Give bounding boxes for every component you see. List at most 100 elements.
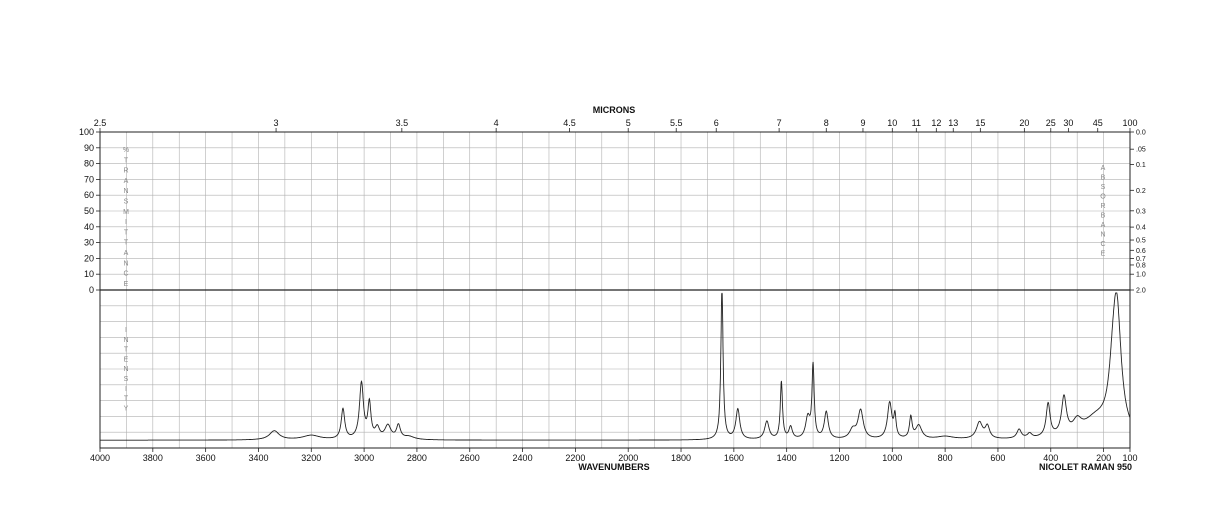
absorbance-letter: B: [1101, 175, 1106, 182]
bottom-tick-label: 200: [1096, 453, 1111, 463]
top-tick-label: 25: [1046, 118, 1056, 128]
right-tick-label: 0.4: [1136, 225, 1146, 232]
left-tick-label: 0: [89, 285, 94, 295]
bottom-tick-label: 100: [1122, 453, 1137, 463]
right-tick-label: 0.3: [1136, 208, 1146, 215]
right-tick-label: 0.1: [1136, 162, 1146, 169]
transmittance-letter: T: [124, 229, 129, 236]
intensity-letter: I: [125, 386, 127, 393]
bottom-axis-title: WAVENUMBERS: [578, 462, 649, 472]
bottom-tick-label: 1000: [882, 453, 902, 463]
bottom-tick-label: 400: [1043, 453, 1058, 463]
right-tick-label: 0.2: [1136, 188, 1146, 195]
bottom-tick-label: 4000: [90, 453, 110, 463]
right-tick-label: 1.0: [1136, 272, 1146, 279]
top-tick-label: 30: [1063, 118, 1073, 128]
top-tick-label: 10: [887, 118, 897, 128]
instrument-label: NICOLET RAMAN 950: [1039, 462, 1132, 472]
bottom-tick-label: 800: [938, 453, 953, 463]
absorbance-letter: A: [1101, 165, 1106, 172]
right-tick-label: .05: [1136, 147, 1146, 154]
top-tick-label: 100: [1122, 118, 1137, 128]
absorbance-letter: N: [1100, 232, 1105, 239]
bottom-tick-label: 3600: [196, 453, 216, 463]
intensity-letter: S: [124, 376, 129, 383]
top-tick-label: 15: [975, 118, 985, 128]
top-tick-label: 3.5: [396, 118, 409, 128]
absorbance-letter: O: [1100, 194, 1106, 201]
top-tick-label: 7: [777, 118, 782, 128]
left-tick-label: 40: [84, 222, 94, 232]
top-axis-title: MICRONS: [593, 105, 636, 115]
top-tick-label: 4: [494, 118, 499, 128]
right-tick-label: 2.0: [1136, 288, 1146, 295]
transmittance-letter: A: [124, 250, 129, 257]
left-tick-label: 20: [84, 253, 94, 263]
transmittance-letter: A: [124, 178, 129, 185]
top-tick-label: 6: [714, 118, 719, 128]
top-tick-label: 20: [1019, 118, 1029, 128]
bottom-tick-label: 2600: [460, 453, 480, 463]
bottom-tick-label: 3200: [301, 453, 321, 463]
transmittance-letter: R: [123, 168, 128, 175]
top-tick-label: 45: [1093, 118, 1103, 128]
transmittance-letter: T: [124, 157, 129, 164]
bottom-tick-label: 3000: [354, 453, 374, 463]
bottom-tick-label: 1200: [829, 453, 849, 463]
transmittance-letter: I: [125, 219, 127, 226]
bottom-tick-label: 1600: [724, 453, 744, 463]
top-tick-label: 4.5: [563, 118, 576, 128]
left-tick-label: 100: [79, 127, 94, 137]
bottom-tick-label: 2800: [407, 453, 427, 463]
right-tick-label: 0.6: [1136, 248, 1146, 255]
left-tick-label: 60: [84, 190, 94, 200]
absorbance-letter: B: [1101, 213, 1106, 220]
intensity-letter: T: [124, 347, 129, 354]
absorbance-letter: S: [1101, 184, 1106, 191]
top-tick-label: 5.5: [670, 118, 683, 128]
bottom-tick-label: 2000: [618, 453, 638, 463]
transmittance-letter: N: [123, 188, 128, 195]
top-tick-label: 8: [824, 118, 829, 128]
right-tick-label: 0.8: [1136, 262, 1146, 269]
intensity-letter: N: [123, 366, 128, 373]
intensity-letter: I: [125, 327, 127, 334]
transmittance-letter: C: [123, 271, 128, 278]
bottom-tick-label: 2400: [513, 453, 533, 463]
top-tick-label: 12: [931, 118, 941, 128]
absorbance-letter: R: [1100, 203, 1105, 210]
bottom-tick-label: 2200: [565, 453, 585, 463]
left-tick-label: 80: [84, 159, 94, 169]
intensity-letter: N: [123, 337, 128, 344]
bottom-tick-label: 1800: [671, 453, 691, 463]
bottom-tick-label: 3800: [143, 453, 163, 463]
left-tick-label: 10: [84, 269, 94, 279]
top-tick-label: 9: [860, 118, 865, 128]
left-tick-label: 90: [84, 143, 94, 153]
intensity-letter: T: [124, 396, 129, 403]
raman-spectrum-line: [100, 292, 1131, 441]
right-tick-label: 0.5: [1136, 238, 1146, 245]
absorbance-letter: C: [1100, 241, 1105, 248]
absorbance-letter: A: [1101, 222, 1106, 229]
transmittance-letter: %: [123, 147, 129, 154]
top-tick-label: 11: [912, 118, 921, 128]
bottom-tick-label: 600: [990, 453, 1005, 463]
intensity-letter: Y: [124, 405, 129, 412]
top-tick-label: 3: [274, 118, 279, 128]
right-tick-label: 0.0: [1136, 130, 1146, 137]
bottom-tick-label: 1400: [777, 453, 797, 463]
left-tick-label: 30: [84, 238, 94, 248]
top-tick-label: 2.5: [94, 118, 107, 128]
transmittance-letter: M: [123, 209, 129, 216]
intensity-letter: E: [124, 356, 129, 363]
absorbance-letter: E: [1101, 251, 1106, 258]
transmittance-letter: S: [124, 199, 129, 206]
transmittance-letter: E: [124, 281, 129, 288]
bottom-tick-label: 3400: [248, 453, 268, 463]
left-tick-label: 70: [84, 174, 94, 184]
right-tick-label: 0.7: [1136, 256, 1146, 263]
top-tick-label: 13: [948, 118, 958, 128]
